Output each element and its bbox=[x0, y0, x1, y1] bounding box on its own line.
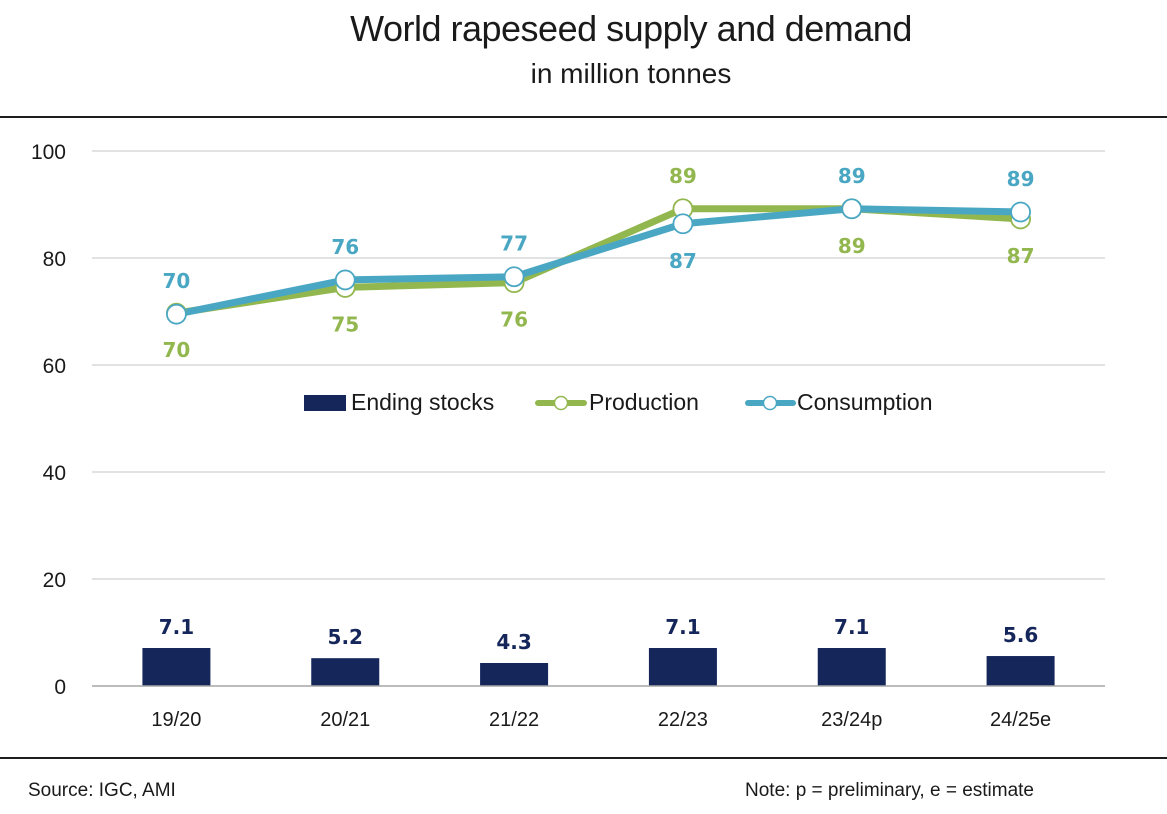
data-label-consumption: 89 bbox=[1007, 167, 1035, 191]
data-label-consumption: 87 bbox=[669, 249, 697, 273]
bar-data-label: 7.1 bbox=[665, 615, 700, 639]
x-tick-label: 24/25e bbox=[990, 709, 1051, 731]
data-label-production: 89 bbox=[838, 234, 866, 258]
bar-series-ending-stocks bbox=[142, 648, 1055, 686]
x-tick-label: 20/21 bbox=[320, 709, 370, 731]
legend: Ending stocks Production Consumption bbox=[304, 389, 933, 415]
y-tick-label: 0 bbox=[54, 676, 66, 699]
data-label-production: 87 bbox=[1007, 244, 1035, 268]
data-label-production: 75 bbox=[331, 312, 359, 336]
chart-title: World rapeseed supply and demand bbox=[350, 8, 912, 49]
bar-ending-stocks bbox=[480, 662, 549, 686]
point-consumption bbox=[334, 269, 356, 291]
legend-marker-production bbox=[553, 395, 569, 411]
bar-data-labels: 7.1 5.2 4.3 7.1 7.1 5.6 bbox=[159, 615, 1039, 654]
top-divider bbox=[0, 116, 1167, 118]
y-tick-label: 100 bbox=[31, 141, 66, 164]
source-note: Source: IGC, AMI bbox=[28, 780, 176, 801]
y-tick-label: 40 bbox=[43, 462, 66, 485]
x-axis-ticks: 19/20 20/21 21/22 22/23 23/24p 24/25e bbox=[151, 709, 1051, 731]
y-axis-ticks: 0 20 40 60 80 100 bbox=[31, 141, 66, 699]
line-series bbox=[166, 198, 1031, 325]
point-consumption bbox=[503, 266, 525, 288]
data-label-production: 76 bbox=[500, 308, 528, 332]
chart-subtitle: in million tonnes bbox=[530, 58, 732, 89]
legend-label-consumption: Consumption bbox=[797, 389, 933, 415]
bar-data-label: 5.2 bbox=[328, 625, 363, 649]
x-tick-label: 21/22 bbox=[489, 709, 539, 731]
point-consumption bbox=[672, 213, 694, 235]
bar-ending-stocks bbox=[311, 658, 380, 686]
data-label-consumption: 70 bbox=[162, 269, 190, 293]
data-label-production: 89 bbox=[669, 164, 697, 188]
y-tick-label: 80 bbox=[43, 248, 66, 271]
point-consumption bbox=[841, 198, 863, 220]
x-tick-label: 19/20 bbox=[151, 709, 201, 731]
data-label-consumption: 76 bbox=[331, 235, 359, 259]
x-tick-label: 23/24p bbox=[821, 709, 882, 731]
legend-label-ending-stocks: Ending stocks bbox=[351, 389, 494, 415]
y-tick-label: 60 bbox=[43, 355, 66, 378]
line-production bbox=[175, 205, 1021, 317]
data-label-production: 70 bbox=[162, 338, 190, 362]
data-label-consumption: 77 bbox=[500, 232, 528, 256]
gridlines bbox=[92, 150, 1105, 580]
bar-ending-stocks bbox=[817, 648, 886, 686]
point-consumption bbox=[1010, 201, 1031, 223]
abbreviation-note: Note: p = preliminary, e = estimate bbox=[745, 780, 1034, 801]
y-tick-label: 20 bbox=[43, 569, 66, 592]
line-consumption bbox=[175, 205, 1021, 318]
bar-ending-stocks bbox=[648, 648, 717, 686]
legend-marker-consumption bbox=[762, 395, 778, 411]
bar-data-label: 5.6 bbox=[1003, 623, 1038, 647]
bar-data-label: 7.1 bbox=[159, 615, 194, 639]
bar-ending-stocks bbox=[986, 656, 1055, 686]
point-consumption bbox=[166, 303, 187, 325]
bottom-divider bbox=[0, 757, 1167, 759]
bar-data-label: 4.3 bbox=[496, 630, 531, 654]
bar-data-label: 7.1 bbox=[834, 615, 869, 639]
legend-swatch-ending-stocks bbox=[304, 395, 346, 411]
legend-label-production: Production bbox=[589, 389, 699, 415]
x-tick-label: 22/23 bbox=[658, 709, 708, 731]
chart-area: 0 20 40 60 80 100 7.1 5.2 4.3 7.1 7.1 5.6 19/20 20/… bbox=[31, 141, 1105, 731]
data-label-consumption: 89 bbox=[838, 164, 866, 188]
bar-ending-stocks bbox=[142, 648, 211, 686]
line-data-labels: 70 75 76 89 89 87 70 76 77 87 89 89 bbox=[162, 164, 1034, 362]
